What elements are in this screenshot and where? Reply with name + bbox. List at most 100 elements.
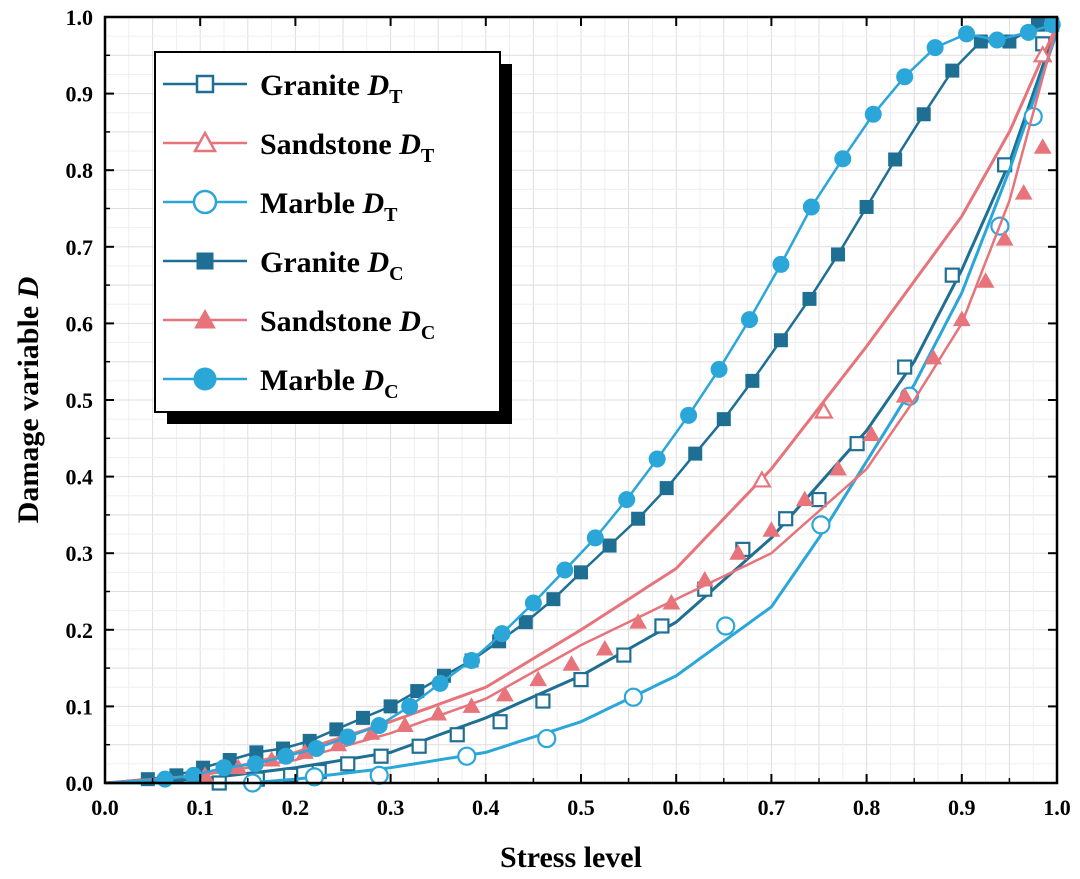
legend-label-symbol: D [361,364,384,397]
data-point-circle [457,746,477,766]
y-tick-label: 0.8 [66,158,94,183]
data-point-square [449,727,465,743]
data-point-triangle [529,670,548,687]
data-point-triangle [662,593,681,610]
data-point-square [831,247,846,262]
data-point-circle [370,717,388,735]
data-point-circle [215,759,233,777]
legend-label-main: Granite [260,69,367,102]
data-point-square [745,373,760,388]
data-point-square [659,481,674,496]
y-tick-label: 0.4 [66,465,94,490]
x-tick-label: 0.8 [853,795,881,820]
legend-label-symbol: D [361,187,384,220]
data-point-square [329,722,344,737]
data-point-square [411,738,427,754]
legend-label-main: Sandstone [260,305,399,338]
data-point-circle [307,740,325,758]
data-point-circle [277,747,295,765]
data-point-circle [586,529,604,547]
data-point-square [492,714,508,730]
data-point-square [546,592,561,607]
data-point-square [616,647,632,663]
y-tick-label: 0.5 [66,388,94,413]
data-point-circle [493,625,511,643]
data-point-circle [680,406,698,424]
data-point-triangle [952,310,971,327]
data-point-circle [156,770,174,788]
data-point-circle [741,311,759,329]
data-point-circle [802,198,820,216]
legend-marker-square [195,74,215,94]
data-point-circle [1019,23,1037,41]
y-tick-label: 1.0 [66,5,94,30]
data-point-circle [988,31,1006,49]
x-tick-label: 1.0 [1043,795,1071,820]
data-point-square [897,359,913,375]
data-point-triangle [429,705,448,721]
data-point-circle [618,491,636,509]
data-point-triangle [795,490,814,507]
data-point-square [573,671,589,688]
series-layer [104,16,1061,793]
data-point-circle [958,25,976,43]
data-point-square [383,699,398,714]
data-point-square [688,446,703,461]
legend-marker-triangle [194,308,216,329]
legend-label-symbol: D [398,305,421,338]
legend-label-main: Granite [260,246,367,279]
data-point-square [654,618,670,634]
series-5 [104,16,1061,788]
data-point-triangle [829,459,847,476]
series-4 [104,24,1059,785]
data-point-circle [648,450,666,468]
data-point-square [355,710,370,725]
data-point-circle [716,616,736,636]
data-point-triangle [629,613,647,629]
legend-label: Granite DC [260,246,404,285]
data-point-triangle [995,230,1014,246]
data-point-circle [864,105,882,123]
data-point-square [410,684,425,699]
data-point-circle [623,687,643,707]
data-point-square [518,615,533,630]
data-point-triangle [924,348,943,365]
data-point-circle [524,594,542,612]
data-point-square [944,267,960,283]
data-point-triangle [813,401,834,419]
legend-label: Marble DC [260,364,399,403]
legend-label-main: Marble [260,364,362,397]
y-tick-label: 0.6 [66,311,94,336]
legend-item-1: Sandstone DT [163,128,435,167]
series-2 [105,31,1059,793]
data-point-circle [710,360,728,378]
x-tick-label: 0.9 [948,795,976,820]
data-point-triangle [329,735,348,752]
data-point-square [716,412,731,427]
data-point-square [849,436,865,452]
legend-label-symbol: D [366,69,389,102]
legend-item-4: Sandstone DC [163,305,435,344]
data-point-square [802,291,817,306]
data-point-circle [369,765,389,785]
data-point-triangle [762,521,781,537]
data-point-square [574,565,588,580]
y-axis-title-main: Damage variable [12,298,45,523]
y-tick-label: 0.2 [66,618,94,643]
legend-item-5: Marble DC [163,364,399,403]
data-point-triangle [976,272,995,288]
y-axis-title: Damage variable D [12,277,45,524]
data-point-square [631,511,646,526]
data-point-square [373,748,389,764]
x-tick-label: 0.4 [472,795,500,820]
y-tick-label: 0.9 [66,82,94,107]
legend-marker-circle [193,367,217,391]
data-point-square [859,199,874,214]
legend-item-3: Granite DC [163,246,404,285]
x-tick-label: 0.5 [567,795,595,820]
x-tick-label: 0.2 [282,795,310,820]
legend-label-symbol: D [398,128,421,161]
x-tick-label: 0.1 [186,795,214,820]
